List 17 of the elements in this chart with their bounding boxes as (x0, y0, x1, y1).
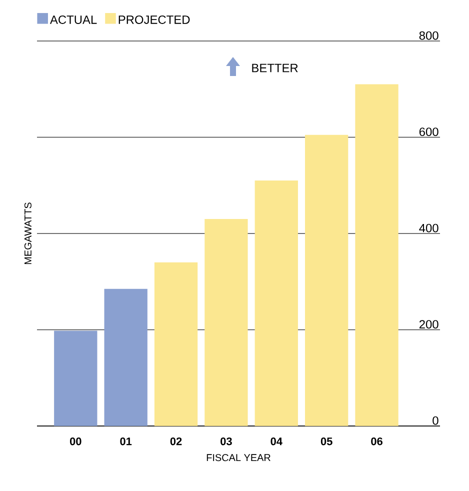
x-tick-label: 05 (320, 437, 332, 446)
y-tick-label: 800 (419, 31, 438, 40)
annotation: BETTER (252, 64, 298, 72)
x-tick-label: 00 (70, 437, 82, 446)
y-tick-label: 400 (419, 224, 438, 232)
legend-label: ACTUAL (50, 15, 97, 24)
x-tick-label: 03 (220, 437, 232, 446)
x-axis-title: FISCAL YEAR (206, 454, 270, 462)
y-axis-title: MEGAWATTS (24, 202, 32, 264)
y-tick-label: 200 (419, 320, 438, 329)
x-tick-label: 06 (371, 437, 382, 446)
x-tick-label: 02 (170, 437, 182, 446)
x-tick-label: 01 (120, 437, 132, 446)
y-tick-label: 0 (432, 416, 438, 425)
x-tick-label: 04 (270, 437, 282, 446)
y-tick-label: 600 (419, 128, 438, 136)
legend-label: PROJECTED (118, 15, 190, 24)
